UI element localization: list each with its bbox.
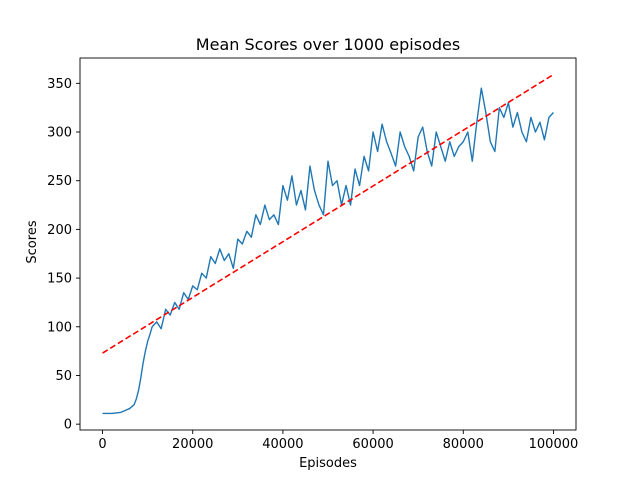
y-tick-label: 0	[64, 418, 72, 433]
y-tick-label: 200	[47, 223, 72, 238]
y-axis-label: Scores	[25, 220, 40, 263]
y-tick-label: 100	[47, 320, 72, 335]
x-tick-label: 0	[98, 437, 106, 452]
y-tick-label: 350	[47, 77, 72, 92]
plot-area	[79, 57, 577, 431]
chart-title: Mean Scores over 1000 episodes	[196, 35, 460, 54]
trend-line	[102, 73, 554, 354]
x-tick-label: 20000	[172, 437, 213, 452]
y-axis: 0 50 100 150 200 250 300 350	[47, 77, 80, 433]
x-tick-label: 60000	[352, 437, 393, 452]
x-tick-label: 100000	[529, 437, 579, 452]
x-axis: 0 20000 40000 60000 80000 100000	[98, 430, 578, 452]
y-tick-label: 300	[47, 126, 72, 141]
y-tick-label: 150	[47, 272, 72, 287]
y-tick-label: 250	[47, 174, 72, 189]
x-tick-label: 40000	[262, 437, 303, 452]
x-axis-label: Episodes	[299, 456, 357, 471]
y-tick-label: 50	[55, 369, 72, 384]
x-tick-label: 80000	[443, 437, 484, 452]
axes-frame	[79, 57, 577, 431]
score-series-line	[102, 87, 554, 415]
